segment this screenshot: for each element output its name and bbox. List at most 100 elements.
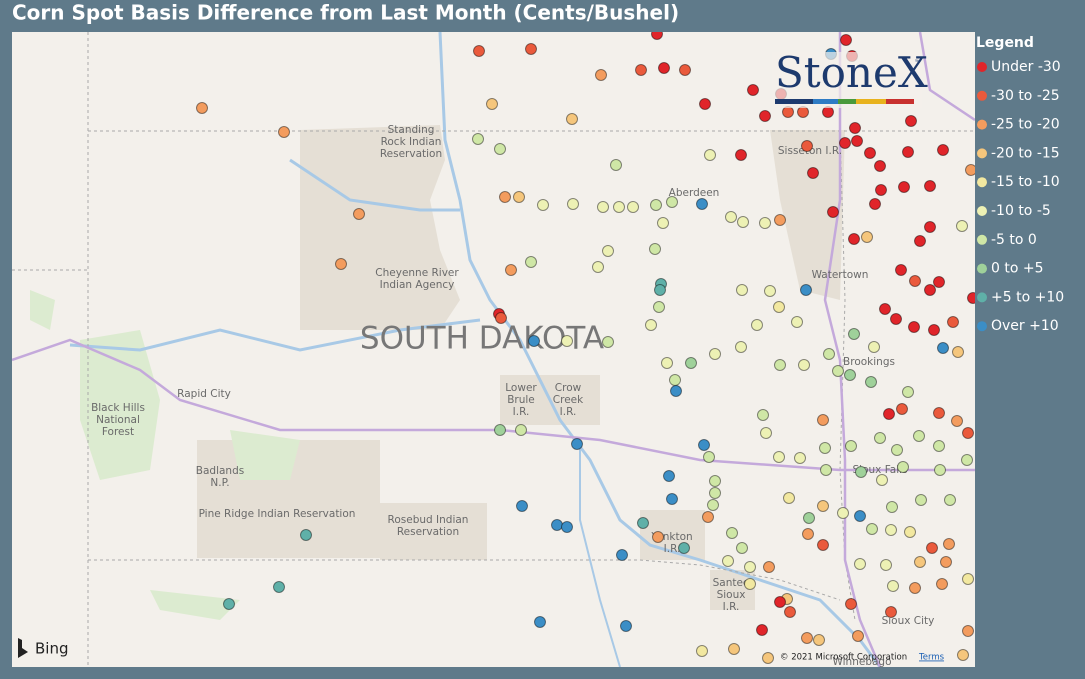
data-point[interactable]	[709, 475, 721, 487]
data-point[interactable]	[940, 556, 952, 568]
data-point[interactable]	[875, 184, 887, 196]
data-point[interactable]	[763, 561, 775, 573]
data-point[interactable]	[827, 206, 839, 218]
data-point[interactable]	[801, 632, 813, 644]
data-point[interactable]	[654, 284, 666, 296]
data-point[interactable]	[800, 284, 812, 296]
data-point[interactable]	[880, 559, 892, 571]
data-point[interactable]	[801, 140, 813, 152]
data-point[interactable]	[861, 231, 873, 243]
data-point[interactable]	[595, 69, 607, 81]
data-point[interactable]	[961, 454, 973, 466]
data-point[interactable]	[757, 409, 769, 421]
data-point[interactable]	[669, 374, 681, 386]
data-point[interactable]	[869, 198, 881, 210]
data-point[interactable]	[905, 115, 917, 127]
data-point[interactable]	[515, 424, 527, 436]
data-point[interactable]	[537, 199, 549, 211]
data-point[interactable]	[534, 616, 546, 628]
data-point[interactable]	[747, 84, 759, 96]
data-point[interactable]	[962, 573, 974, 585]
data-point[interactable]	[845, 598, 857, 610]
data-point[interactable]	[924, 284, 936, 296]
data-point[interactable]	[797, 106, 809, 118]
data-point[interactable]	[744, 578, 756, 590]
data-point[interactable]	[760, 427, 772, 439]
data-point[interactable]	[525, 43, 537, 55]
data-point[interactable]	[909, 275, 921, 287]
data-point[interactable]	[854, 510, 866, 522]
data-point[interactable]	[602, 336, 614, 348]
data-point[interactable]	[561, 521, 573, 533]
data-point[interactable]	[528, 335, 540, 347]
data-point[interactable]	[592, 261, 604, 273]
data-point[interactable]	[759, 110, 771, 122]
data-point[interactable]	[914, 556, 926, 568]
data-point[interactable]	[744, 561, 756, 573]
data-point[interactable]	[782, 106, 794, 118]
data-point[interactable]	[670, 385, 682, 397]
data-point[interactable]	[597, 201, 609, 213]
data-point[interactable]	[658, 62, 670, 74]
data-point[interactable]	[513, 191, 525, 203]
data-point[interactable]	[947, 316, 959, 328]
data-point[interactable]	[855, 466, 867, 478]
data-point[interactable]	[699, 98, 711, 110]
data-point[interactable]	[837, 507, 849, 519]
data-point[interactable]	[924, 221, 936, 233]
data-point[interactable]	[852, 630, 864, 642]
data-point[interactable]	[663, 470, 675, 482]
data-point[interactable]	[936, 578, 948, 590]
data-point[interactable]	[874, 160, 886, 172]
data-point[interactable]	[933, 407, 945, 419]
data-point[interactable]	[278, 126, 290, 138]
data-point[interactable]	[300, 529, 312, 541]
data-point[interactable]	[486, 98, 498, 110]
data-point[interactable]	[728, 643, 740, 655]
data-point[interactable]	[934, 464, 946, 476]
data-point[interactable]	[756, 624, 768, 636]
data-point[interactable]	[704, 149, 716, 161]
data-point[interactable]	[709, 348, 721, 360]
data-point[interactable]	[962, 625, 974, 637]
data-point[interactable]	[353, 208, 365, 220]
data-point[interactable]	[897, 461, 909, 473]
data-point[interactable]	[645, 319, 657, 331]
data-point[interactable]	[702, 511, 714, 523]
data-point[interactable]	[798, 359, 810, 371]
data-point[interactable]	[854, 558, 866, 570]
data-point[interactable]	[735, 341, 747, 353]
data-point[interactable]	[944, 494, 956, 506]
data-point[interactable]	[879, 303, 891, 315]
data-point[interactable]	[890, 313, 902, 325]
data-point[interactable]	[887, 580, 899, 592]
data-point[interactable]	[764, 285, 776, 297]
data-point[interactable]	[952, 346, 964, 358]
data-point[interactable]	[817, 539, 829, 551]
data-point[interactable]	[823, 348, 835, 360]
data-point[interactable]	[895, 264, 907, 276]
data-point[interactable]	[848, 233, 860, 245]
data-point[interactable]	[726, 527, 738, 539]
data-point[interactable]	[495, 312, 507, 324]
data-point[interactable]	[845, 440, 857, 452]
data-point[interactable]	[735, 149, 747, 161]
data-point[interactable]	[737, 216, 749, 228]
data-point[interactable]	[913, 430, 925, 442]
data-point[interactable]	[703, 451, 715, 463]
data-point[interactable]	[196, 102, 208, 114]
data-point[interactable]	[651, 29, 663, 40]
data-point[interactable]	[820, 464, 832, 476]
data-point[interactable]	[666, 196, 678, 208]
data-point[interactable]	[525, 256, 537, 268]
data-point[interactable]	[736, 542, 748, 554]
data-point[interactable]	[803, 512, 815, 524]
data-point[interactable]	[851, 135, 863, 147]
data-point[interactable]	[865, 376, 877, 388]
data-point[interactable]	[602, 245, 614, 257]
data-point[interactable]	[774, 596, 786, 608]
data-point[interactable]	[844, 369, 856, 381]
data-point[interactable]	[832, 365, 844, 377]
data-point[interactable]	[956, 220, 968, 232]
data-point[interactable]	[924, 180, 936, 192]
